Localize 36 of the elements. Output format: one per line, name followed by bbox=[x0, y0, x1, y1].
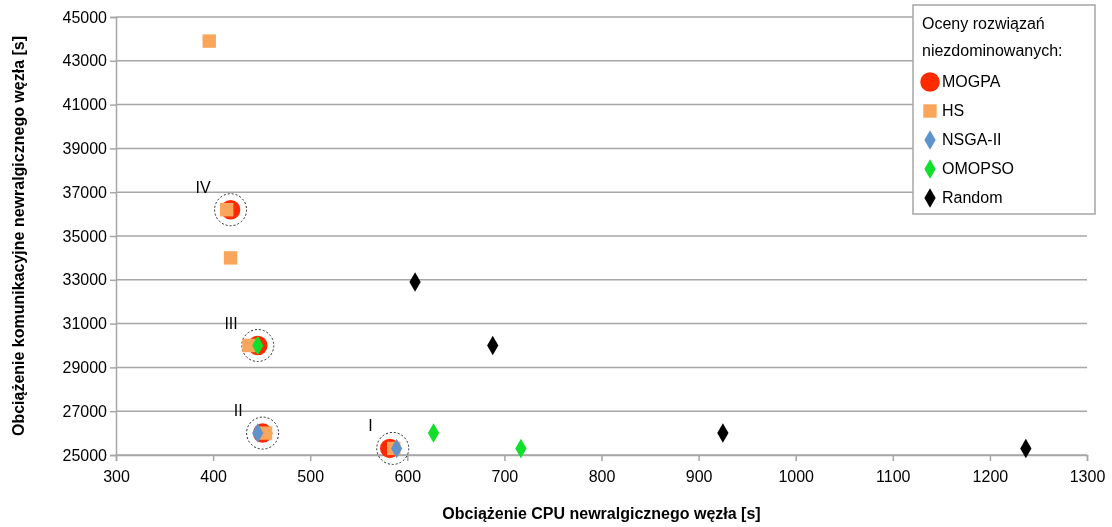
x-tick-label: 800 bbox=[588, 467, 616, 485]
legend-label: NSGA-II bbox=[942, 131, 1002, 148]
y-tick-label: 31000 bbox=[62, 315, 108, 333]
legend-label: HS bbox=[942, 102, 965, 119]
x-tick-label: 600 bbox=[394, 467, 422, 485]
x-tick-label: 900 bbox=[685, 467, 713, 485]
legend-label: OMOPSO bbox=[942, 160, 1015, 177]
x-tick-label: 1100 bbox=[876, 467, 911, 485]
x-axis-title: Obciążenie CPU newralgicznego węzła [s] bbox=[442, 505, 761, 522]
annotation: III bbox=[224, 314, 238, 332]
point bbox=[223, 251, 238, 265]
annotation: I bbox=[368, 417, 373, 435]
y-tick-label: 45000 bbox=[62, 8, 108, 26]
y-axis-title: Obciążenie komunikacyjne newralgicznego węzła [s] bbox=[10, 35, 27, 437]
y-tick-label: 37000 bbox=[62, 183, 108, 201]
y-tick-label: 33000 bbox=[62, 271, 108, 289]
x-tick-label: 300 bbox=[103, 467, 130, 485]
x-tick-label: 700 bbox=[491, 467, 519, 485]
legend-label: MOGPA bbox=[942, 73, 1001, 90]
annotation: II bbox=[233, 402, 243, 420]
y-tick-label: 29000 bbox=[62, 359, 108, 377]
annotation: IV bbox=[195, 178, 211, 196]
legend-label: Random bbox=[942, 189, 1003, 206]
y-tick-label: 39000 bbox=[62, 140, 108, 158]
y-tick-label: 27000 bbox=[62, 402, 108, 420]
y-tick-label: 41000 bbox=[62, 96, 108, 114]
x-tick-label: 1000 bbox=[778, 467, 815, 485]
x-tick-label: 500 bbox=[297, 467, 325, 485]
legend-title: Oceny rozwiązań niezdominowanych: bbox=[922, 15, 1063, 59]
y-tick-label: 35000 bbox=[62, 227, 108, 245]
x-tick-label: 1300 bbox=[1069, 467, 1106, 485]
y-tick-label: 25000 bbox=[62, 446, 108, 464]
x-tick-label: 1200 bbox=[972, 467, 1009, 485]
x-tick-label: 400 bbox=[200, 467, 228, 485]
y-tick-label: 43000 bbox=[62, 52, 108, 70]
point bbox=[202, 34, 216, 48]
